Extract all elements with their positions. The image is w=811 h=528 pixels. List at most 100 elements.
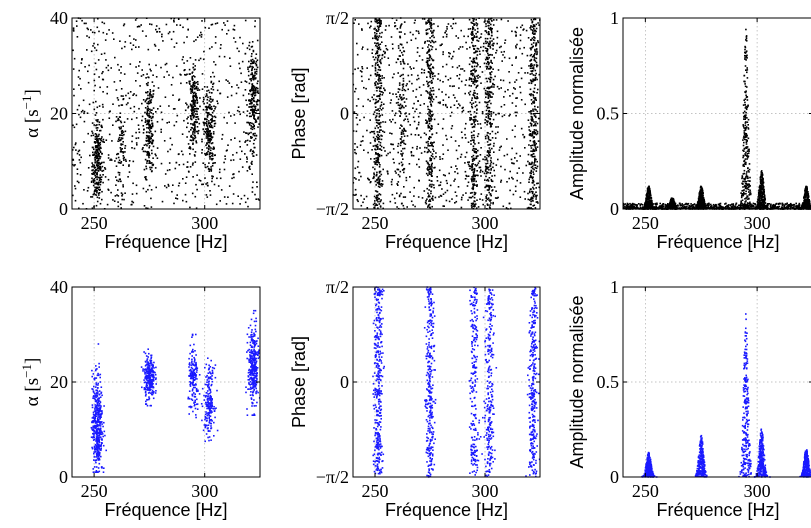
- data-point: [150, 127, 153, 130]
- data-point: [147, 91, 149, 93]
- data-point: [531, 162, 533, 165]
- data-point: [94, 136, 97, 138]
- data-point: [389, 151, 391, 154]
- data-point: [119, 112, 122, 114]
- data-point: [379, 107, 381, 110]
- data-point: [182, 163, 185, 166]
- data-point: [452, 18, 455, 20]
- data-point: [361, 67, 364, 70]
- data-point: [509, 170, 511, 173]
- data-point: [189, 57, 192, 59]
- data-point: [123, 23, 126, 25]
- data-point: [449, 115, 452, 117]
- data-point: [244, 153, 246, 155]
- data-point: [190, 90, 192, 93]
- data-point: [169, 137, 172, 140]
- data-point: [379, 59, 382, 61]
- data-point: [202, 128, 205, 130]
- data-point: [534, 146, 537, 148]
- data-point: [478, 166, 481, 169]
- data-point: [647, 187, 650, 190]
- data-point: [502, 205, 505, 208]
- data-point: [429, 166, 431, 168]
- data-point: [389, 102, 392, 104]
- data-point: [98, 154, 100, 157]
- data-point: [430, 19, 433, 21]
- data-point: [476, 120, 479, 122]
- data-point: [416, 47, 419, 49]
- data-point: [143, 144, 146, 146]
- data-point: [646, 192, 649, 194]
- data-point: [135, 137, 138, 140]
- data-point: [473, 111, 476, 113]
- data-point: [185, 176, 188, 178]
- data-point: [429, 81, 431, 83]
- data-point: [430, 70, 432, 73]
- data-point: [210, 88, 213, 90]
- data-point: [371, 48, 374, 51]
- data-point: [252, 93, 255, 95]
- data-point: [475, 112, 478, 114]
- data-point: [442, 81, 444, 83]
- data-point: [496, 197, 498, 199]
- data-point: [439, 194, 442, 197]
- data-point: [477, 149, 479, 152]
- data-point: [135, 117, 138, 119]
- data-point: [473, 120, 475, 123]
- data-point: [124, 41, 127, 43]
- data-point: [529, 54, 532, 57]
- data-point: [192, 142, 194, 145]
- data-point: [474, 51, 477, 54]
- data-point: [426, 122, 428, 124]
- data-point: [474, 120, 476, 123]
- data-point: [88, 103, 91, 106]
- data-point: [194, 91, 196, 94]
- data-point: [450, 127, 453, 130]
- data-point: [226, 20, 229, 22]
- data-point: [473, 83, 476, 86]
- data-point: [428, 171, 430, 173]
- data-point: [471, 203, 474, 205]
- data-point: [99, 129, 102, 132]
- data-point: [248, 82, 251, 85]
- data-point: [491, 147, 493, 150]
- data-point: [376, 191, 379, 193]
- data-point: [102, 140, 104, 143]
- data-point: [98, 168, 101, 170]
- data-point: [93, 173, 95, 175]
- data-point: [395, 93, 397, 95]
- data-point: [403, 119, 405, 122]
- data-point: [123, 198, 125, 201]
- data-point: [379, 82, 381, 84]
- data-point: [204, 131, 207, 133]
- data-point: [535, 42, 538, 44]
- data-point: [81, 58, 83, 60]
- data-point: [381, 183, 384, 186]
- data-point: [376, 25, 379, 28]
- data-point: [442, 99, 445, 101]
- y-tick-label: 40: [50, 8, 68, 28]
- data-point: [251, 105, 254, 108]
- data-point: [96, 149, 99, 151]
- data-point: [141, 69, 143, 71]
- data-point: [101, 161, 103, 164]
- data-point: [90, 134, 93, 137]
- data-point: [528, 162, 531, 164]
- data-point: [75, 123, 78, 126]
- data-point: [147, 142, 149, 145]
- data-point: [374, 140, 376, 142]
- data-point: [671, 198, 674, 201]
- data-point: [127, 102, 129, 104]
- data-point: [75, 142, 77, 144]
- data-point: [427, 85, 429, 88]
- data-point: [98, 123, 100, 126]
- data-point: [97, 143, 100, 146]
- data-point: [99, 176, 101, 179]
- data-point: [122, 131, 125, 133]
- data-point: [470, 140, 472, 142]
- data-point: [380, 104, 383, 106]
- data-point: [531, 72, 533, 75]
- data-point: [213, 115, 216, 118]
- data-point: [432, 199, 434, 201]
- data-point: [150, 23, 153, 26]
